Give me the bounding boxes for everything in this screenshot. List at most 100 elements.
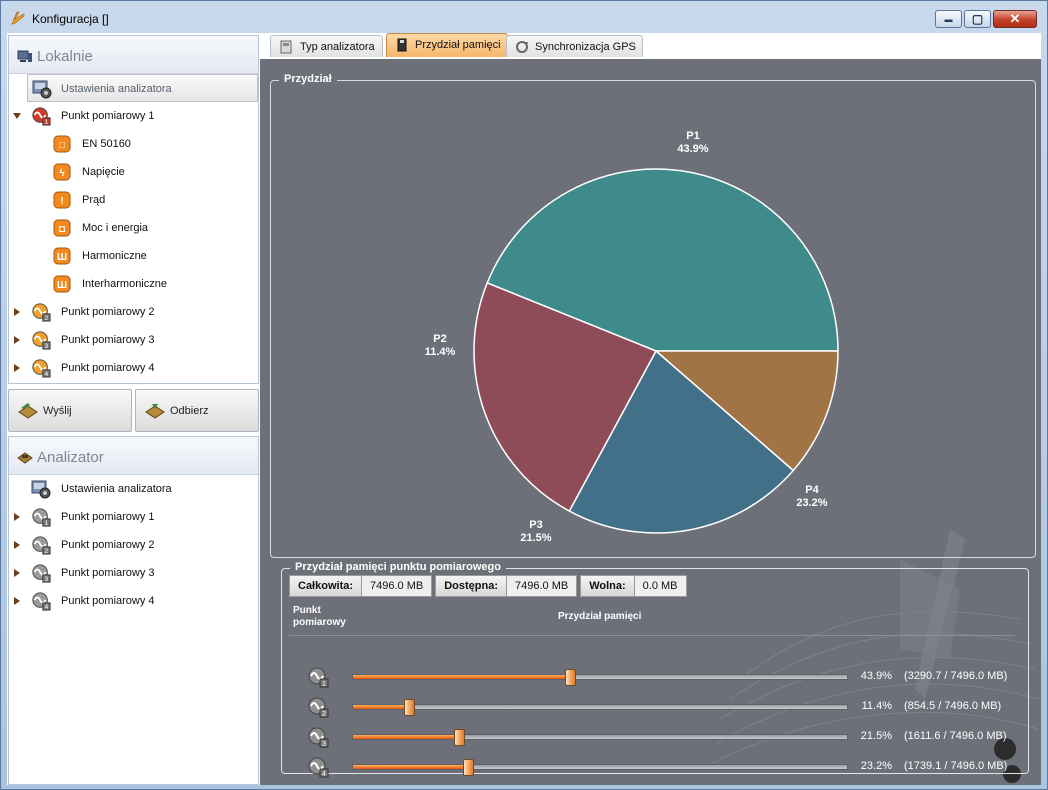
local-tree-item[interactable]: 4 Punkt pomiarowy 4 bbox=[9, 354, 258, 382]
local-tree-item-label: Punkt pomiarowy 1 bbox=[61, 110, 155, 122]
analyzer-tree-item-label: Punkt pomiarowy 4 bbox=[61, 595, 155, 607]
memory-slider-row: 3 21.5% (1611.6 / 7496.0 MB) bbox=[260, 724, 1041, 750]
analyzer-tree-item[interactable]: Ustawienia analizatora bbox=[9, 475, 258, 503]
local-tree-item[interactable]: □ EN 50160 bbox=[9, 130, 258, 158]
local-tree-item-label: Interharmoniczne bbox=[82, 278, 167, 290]
memory-slider-track[interactable] bbox=[352, 699, 848, 716]
expand-arrow-icon[interactable] bbox=[14, 541, 20, 549]
harmonics-icon: Ш bbox=[53, 247, 71, 265]
local-tree-item[interactable]: Ustawienia analizatora bbox=[27, 74, 258, 102]
analyzer-tree-item-label: Punkt pomiarowy 3 bbox=[61, 567, 155, 579]
memory-slider-track[interactable] bbox=[352, 759, 848, 776]
pie-label-p3: P3 21.5% bbox=[520, 519, 552, 544]
memory-slider-row: 2 11.4% (854.5 / 7496.0 MB) bbox=[260, 694, 1041, 720]
memory-slider-row: 1 43.9% (3290.7 / 7496.0 MB) bbox=[260, 664, 1041, 690]
local-panel-header: Lokalnie bbox=[9, 36, 258, 74]
memory-slider-track[interactable] bbox=[352, 669, 848, 686]
receive-label: Odbierz bbox=[170, 405, 209, 417]
client-area: Lokalnie Ustawienia analizatora 1 Punkt po… bbox=[7, 33, 1041, 785]
svg-text:◘: ◘ bbox=[59, 224, 65, 235]
analyzer-tree-item[interactable]: 4 Punkt pomiarowy 4 bbox=[9, 587, 258, 615]
send-icon bbox=[18, 403, 38, 419]
local-tree-item-label: Punkt pomiarowy 4 bbox=[61, 362, 155, 374]
memory-slider-thumb[interactable] bbox=[564, 669, 576, 686]
memory-allocation-content: Przydział P1 43.9% P2 11.4% P3 21.5% P4 23.2… bbox=[260, 59, 1041, 785]
local-tree-item[interactable]: ◘ Moc i energia bbox=[9, 214, 258, 242]
local-tree-item[interactable]: 3 Punkt pomiarowy 3 bbox=[9, 326, 258, 354]
send-button[interactable]: Wyślij bbox=[8, 389, 132, 432]
right-pane: Typ analizatora Przydział pamięci Synchr… bbox=[260, 33, 1041, 785]
pie-label-p1: P1 43.9% bbox=[677, 130, 709, 155]
analyzer-tree-item[interactable]: 3 Punkt pomiarowy 3 bbox=[9, 559, 258, 587]
memory-slider-detail: (854.5 / 7496.0 MB) bbox=[904, 700, 1002, 712]
local-panel-title: Lokalnie bbox=[37, 48, 93, 65]
svg-text:3: 3 bbox=[322, 741, 326, 748]
tab-analyzer-type[interactable]: Typ analizatora bbox=[270, 35, 383, 57]
minimize-button[interactable]: ▬ bbox=[935, 10, 962, 28]
analyzer-tree-item[interactable]: 1 Punkt pomiarowy 1 bbox=[9, 503, 258, 531]
memory-slider-thumb[interactable] bbox=[462, 759, 474, 776]
analyzer-panel-header: Analizator bbox=[9, 437, 258, 475]
svg-text:2: 2 bbox=[322, 711, 326, 718]
analyzer-panel-title: Analizator bbox=[37, 449, 104, 466]
measure-point-2-icon: 2 bbox=[32, 536, 51, 555]
memory-slider-percent: 23.2% bbox=[860, 760, 892, 772]
memory-slider-thumb[interactable] bbox=[454, 729, 466, 746]
local-tree-item-label: Punkt pomiarowy 2 bbox=[61, 306, 155, 318]
expand-arrow-icon[interactable] bbox=[14, 364, 20, 372]
analyzer-tree-item-label: Punkt pomiarowy 1 bbox=[61, 511, 155, 523]
analyzer-device-icon bbox=[17, 452, 33, 464]
expand-arrow-icon[interactable] bbox=[14, 308, 20, 316]
memory-slider-thumb[interactable] bbox=[404, 699, 416, 716]
local-tree-item[interactable]: 1 Punkt pomiarowy 1 bbox=[9, 102, 258, 130]
tab-memory-allocation-label: Przydział pamięci bbox=[415, 39, 501, 51]
local-tree-item[interactable]: Ш Harmoniczne bbox=[9, 242, 258, 270]
allocation-group-title: Przydział bbox=[279, 73, 337, 85]
memory-slider-fill bbox=[353, 675, 570, 679]
measure-point-4-icon: 4 bbox=[308, 757, 329, 778]
measure-point-3-icon: 3 bbox=[308, 727, 329, 748]
expand-arrow-icon[interactable] bbox=[13, 113, 21, 119]
measure-point-3-icon: 3 bbox=[32, 331, 51, 350]
app-logo-icon bbox=[11, 11, 25, 25]
receive-button[interactable]: Odbierz bbox=[135, 389, 259, 432]
local-tree-item-label: Punkt pomiarowy 3 bbox=[61, 334, 155, 346]
power-energy-icon: ◘ bbox=[53, 219, 71, 237]
memory-slider-percent: 43.9% bbox=[860, 670, 892, 682]
analyzer-tree-item-label: Punkt pomiarowy 2 bbox=[61, 539, 155, 551]
local-tree-item[interactable]: Ш Interharmoniczne bbox=[9, 270, 258, 298]
local-tree-item[interactable]: 2 Punkt pomiarowy 2 bbox=[9, 298, 258, 326]
expand-arrow-icon[interactable] bbox=[14, 597, 20, 605]
analyzer-panel: Analizator Ustawienia analizatora 1 Punkt … bbox=[8, 436, 259, 785]
expand-arrow-icon[interactable] bbox=[14, 336, 20, 344]
receive-icon bbox=[145, 404, 165, 419]
column-header-allocation: Przydział pamięci bbox=[558, 611, 642, 622]
column-header-point: Punkt pomiarowy bbox=[293, 605, 346, 628]
interharmonics-icon: Ш bbox=[53, 275, 71, 293]
svg-text:1: 1 bbox=[322, 681, 326, 688]
expand-arrow-icon[interactable] bbox=[14, 513, 20, 521]
analyzer-type-icon bbox=[280, 40, 292, 54]
en50160-icon: □ bbox=[53, 135, 71, 153]
local-tree-item-label: Prąd bbox=[82, 194, 106, 206]
send-label: Wyślij bbox=[43, 405, 72, 417]
local-tree-item[interactable]: ϟ Napięcie bbox=[9, 158, 258, 186]
close-button[interactable]: ✕ bbox=[993, 10, 1037, 28]
expand-arrow-icon[interactable] bbox=[14, 569, 20, 577]
memory-slider-detail: (1739.1 / 7496.0 MB) bbox=[904, 760, 1008, 772]
local-tree-item[interactable]: ! Prąd bbox=[9, 186, 258, 214]
memory-slider-track[interactable] bbox=[352, 729, 848, 746]
memory-card-icon bbox=[397, 38, 407, 52]
stat-total-value: 7496.0 MB bbox=[362, 575, 433, 597]
title-bar[interactable]: Konfiguracja [] ▬ ▢ ✕ bbox=[1, 1, 1047, 33]
pie-slice-p3 bbox=[568, 349, 795, 534]
svg-text:Ш: Ш bbox=[57, 252, 67, 263]
memory-slider-percent: 21.5% bbox=[860, 730, 892, 742]
svg-text:4: 4 bbox=[322, 771, 326, 778]
measure-point-2-icon: 2 bbox=[308, 697, 329, 718]
maximize-button[interactable]: ▢ bbox=[964, 10, 991, 28]
measure-point-4-icon: 4 bbox=[32, 592, 51, 611]
tab-memory-allocation[interactable]: Przydział pamięci bbox=[386, 33, 508, 57]
tab-gps-sync[interactable]: Synchronizacja GPS bbox=[506, 35, 643, 57]
analyzer-tree-item[interactable]: 2 Punkt pomiarowy 2 bbox=[9, 531, 258, 559]
